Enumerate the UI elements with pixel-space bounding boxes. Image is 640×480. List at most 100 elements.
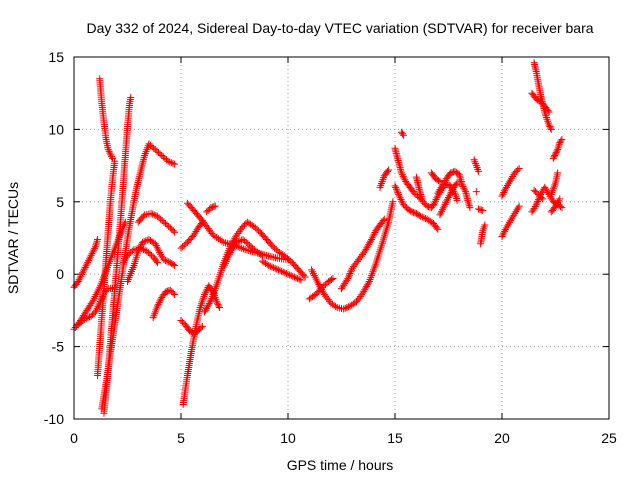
data-point: [92, 241, 100, 249]
series-arc-r: [220, 235, 266, 271]
data-point: [542, 185, 550, 193]
data-point: [87, 251, 95, 259]
data-point: [340, 305, 348, 313]
data-point: [438, 185, 446, 193]
data-point: [347, 268, 355, 276]
data-point: [93, 237, 101, 245]
data-point: [165, 222, 173, 230]
data-point: [125, 250, 133, 258]
data-point: [418, 213, 426, 221]
data-point: [410, 189, 418, 197]
data-point: [218, 237, 226, 245]
data-point: [504, 220, 512, 228]
data-point: [198, 322, 206, 330]
series-arc-i: [134, 209, 179, 236]
x-tick-label: 25: [601, 430, 617, 446]
data-point: [417, 191, 425, 199]
data-point: [214, 235, 222, 243]
data-point: [500, 229, 508, 237]
data-point: [257, 250, 265, 258]
data-point: [164, 157, 172, 165]
data-point: [91, 244, 99, 252]
data-point: [89, 248, 97, 256]
data-point: [91, 243, 99, 251]
data-point: [76, 319, 84, 327]
data-point: [345, 273, 353, 281]
data-point: [238, 244, 246, 252]
data-point: [77, 272, 85, 280]
tick-labels: 0 5 10 15 20 25 -10 -5 0 5 10 15: [44, 49, 617, 446]
data-point: [453, 195, 461, 203]
data-point: [150, 211, 158, 219]
data-point: [297, 276, 305, 284]
y-tick-label: -5: [52, 339, 65, 355]
data-point: [368, 234, 376, 242]
y-tick-label: 0: [56, 266, 64, 282]
x-tick-label: 10: [280, 430, 296, 446]
data-point: [346, 269, 354, 277]
data-point: [418, 194, 426, 202]
data-point: [507, 217, 515, 225]
data-point: [545, 108, 553, 116]
data-point: [216, 304, 224, 312]
data-point: [94, 235, 102, 243]
data-point: [415, 211, 423, 219]
data-point: [329, 275, 337, 283]
data-point: [222, 258, 230, 266]
data-point: [128, 247, 136, 255]
data-point: [271, 244, 279, 252]
data-point: [273, 265, 281, 273]
data-point: [239, 245, 247, 253]
data-point: [400, 174, 408, 182]
data-point: [271, 264, 279, 272]
data-point: [284, 270, 292, 278]
data-point: [180, 241, 188, 249]
data-point: [153, 212, 161, 220]
data-point: [81, 264, 89, 272]
data-point: [295, 275, 303, 283]
data-point: [283, 254, 291, 262]
series-arc-y: [397, 128, 408, 139]
data-point: [163, 221, 171, 229]
data-point: [168, 288, 176, 296]
data-point: [138, 245, 146, 253]
data-point: [155, 149, 163, 157]
series-arc-ao: [530, 186, 547, 203]
data-point: [502, 224, 510, 232]
data-point: [456, 174, 464, 182]
data-point: [536, 192, 544, 200]
data-point: [446, 190, 454, 198]
data-point: [285, 256, 293, 264]
data-point: [503, 182, 511, 190]
data-point: [512, 167, 520, 175]
data-point: [201, 289, 209, 297]
data-point: [447, 182, 455, 190]
data-point: [552, 149, 560, 157]
data-point: [558, 136, 566, 144]
series-arc-n: [177, 218, 206, 252]
data-point: [465, 202, 473, 210]
data-point: [249, 244, 257, 252]
data-point: [147, 141, 155, 149]
data-point: [396, 194, 404, 202]
data-point: [384, 167, 392, 175]
data-point: [558, 204, 566, 212]
data-point: [106, 149, 114, 157]
data-point: [544, 107, 552, 115]
data-point: [435, 190, 443, 198]
data-point: [265, 262, 273, 270]
data-point: [445, 192, 453, 200]
data-point: [503, 222, 511, 230]
data-point: [534, 197, 542, 205]
data-point: [512, 208, 520, 216]
data-point: [268, 263, 276, 271]
data-point: [282, 253, 290, 261]
data-point: [537, 98, 545, 106]
data-point: [80, 265, 88, 273]
data-point: [221, 261, 229, 269]
data-point: [244, 240, 252, 248]
data-point: [464, 196, 472, 204]
data-point: [287, 272, 295, 280]
data-point: [105, 147, 113, 155]
